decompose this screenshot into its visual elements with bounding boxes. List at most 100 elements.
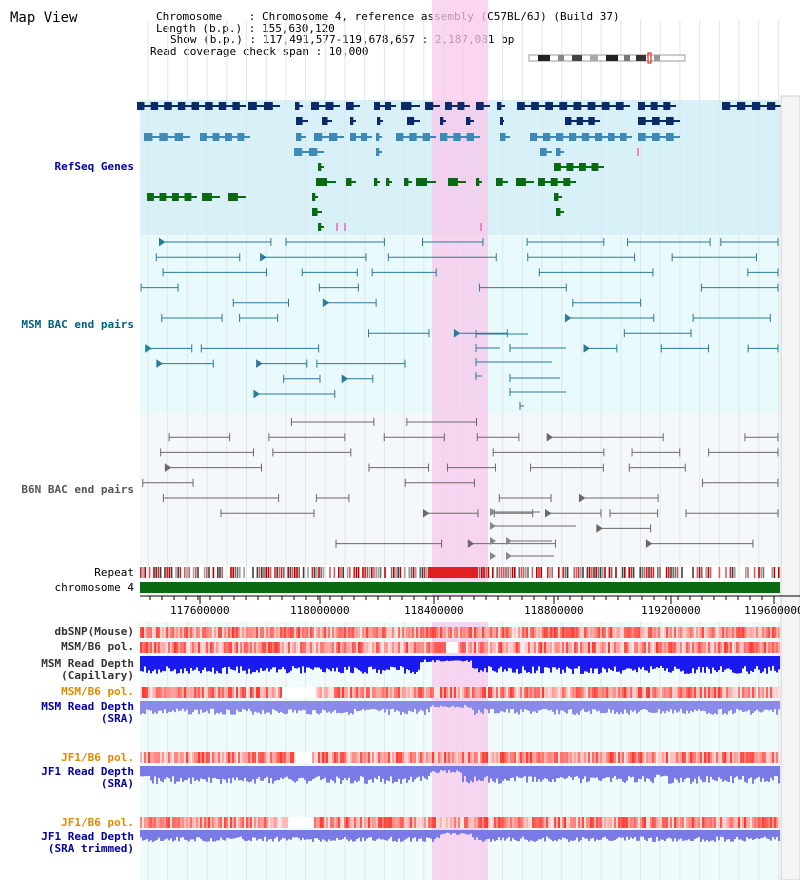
jf1-depth-sra-bar — [574, 766, 576, 777]
gene-exon — [385, 102, 392, 110]
jf1-depth-sra-bar — [652, 766, 654, 784]
msm-depth-sra-bar — [326, 701, 328, 713]
jf1-depth-sra-bar — [278, 766, 280, 780]
jf1-depth-trimmed-bar — [742, 830, 744, 841]
jf1-depth-trimmed-bar — [232, 830, 234, 839]
jf1-b6-pol-trim-density — [458, 817, 460, 828]
jf1-depth-sra-bar — [620, 766, 622, 779]
msm-depth-capillary-bar — [162, 656, 164, 671]
jf1-depth-trimmed-bar — [430, 830, 432, 839]
jf1-depth-trimmed-bar — [704, 830, 706, 842]
jf1-depth-sra-bar — [506, 766, 508, 781]
region-info: Chromosome : Chromosome 4, reference ass… — [150, 11, 620, 57]
jf1-depth-sra-bar — [442, 766, 444, 771]
repeat-element — [283, 567, 285, 578]
jf1-b6-pol-density — [322, 752, 324, 763]
jf1-b6-pol-density — [334, 752, 336, 763]
jf1-b6-pol-trim-density — [344, 817, 346, 828]
jf1-b6-pol-density — [628, 752, 630, 763]
msm-depth-sra-bar — [654, 701, 656, 713]
dbsnp-density — [736, 627, 738, 638]
gene-exon — [177, 102, 186, 110]
jf1-b6-pol-trim-density — [270, 817, 272, 828]
msm-depth-sra-bar — [324, 701, 326, 711]
jf1-b6-pol-density — [178, 752, 180, 763]
jf1-depth-sra-bar — [432, 766, 434, 772]
msm-b6-pol-sra-density — [166, 687, 168, 698]
msm-b6-pol-sra-density — [492, 687, 494, 698]
msm-b6-pol-sra-density — [476, 687, 478, 698]
jf1-depth-trimmed-bar — [148, 830, 150, 842]
dbsnp-density — [352, 627, 354, 638]
jf1-b6-pol-trim-density — [640, 817, 642, 828]
jf1-b6-pol-trim-density — [158, 817, 160, 828]
msm-b6-pol-sra-density — [200, 687, 202, 698]
msm-b6-pol-density — [614, 642, 616, 653]
jf1-b6-pol-trim-density — [250, 817, 252, 828]
jf1-b6-pol-density — [558, 752, 560, 763]
jf1-b6-pol-trim-density — [228, 817, 230, 828]
jf1-b6-pol-density — [324, 752, 326, 763]
msm-depth-capillary-bar — [140, 656, 142, 672]
msm-b6-pol-sra-density — [468, 687, 470, 698]
msm-depth-capillary-label: MSM Read Depth (Capillary) — [41, 657, 134, 682]
jf1-b6-pol-density — [344, 752, 346, 763]
dbsnp-density — [244, 627, 246, 638]
jf1-b6-pol-trim-density — [730, 817, 732, 828]
jf1-b6-pol-trim-density — [492, 817, 494, 828]
dbsnp-density — [232, 627, 234, 638]
msm-depth-sra-bar — [630, 701, 632, 711]
dbsnp-density — [692, 627, 694, 638]
jf1-b6-pol-density — [778, 752, 780, 763]
msm-b6-pol-sra-density — [242, 687, 244, 698]
jf1-depth-sra-bar — [514, 766, 516, 782]
msm-b6-pol-density — [648, 642, 650, 653]
jf1-b6-pol-trim-density — [724, 817, 726, 828]
jf1-b6-pol-density — [722, 752, 724, 763]
msm-b6-pol-sra-density — [514, 687, 516, 698]
jf1-b6-pol-density — [350, 752, 352, 763]
msm-depth-sra-bar — [194, 701, 196, 710]
jf1-depth-trimmed-bar — [412, 830, 414, 839]
jf1-b6-pol-density — [716, 752, 718, 763]
msm-depth-sra-bar — [368, 701, 370, 710]
jf1-b6-pol-density — [318, 752, 320, 763]
jf1-b6-pol-density — [460, 752, 462, 763]
msm-b6-pol-sra-density — [626, 687, 628, 698]
jf1-depth-sra-bar — [498, 766, 500, 784]
jf1-b6-pol-trim-density — [514, 817, 516, 828]
jf1-b6-pol-trim-density — [512, 817, 514, 828]
jf1-depth-sra-bar — [368, 766, 370, 780]
gene-exon — [137, 102, 145, 110]
chromosome-ideogram[interactable] — [528, 52, 686, 64]
msm-depth-capillary-bar — [686, 656, 688, 674]
msm-b6-pol-density — [170, 642, 172, 653]
msm-b6-pol-density — [616, 642, 618, 653]
dbsnp-density — [324, 627, 326, 638]
msm-b6-pol-sra-density — [704, 687, 706, 698]
msm-b6-pol-density — [662, 642, 664, 653]
msm-b6-pol-sra-density — [244, 687, 246, 698]
msm-b6-pol-sra-density — [350, 687, 352, 698]
dbsnp-density — [734, 627, 736, 638]
jf1-b6-pol-density — [146, 752, 148, 763]
jf1-b6-pol-trim-density — [582, 817, 584, 828]
msm-depth-capillary-bar — [382, 656, 384, 671]
msm-b6-pol-density — [304, 642, 306, 653]
jf1-depth-sra-bar — [712, 766, 714, 780]
msm-b6-pol-sra-density — [620, 687, 622, 698]
msm-depth-capillary-bar — [556, 656, 558, 670]
msm-depth-sra-bar — [546, 701, 548, 710]
repeat-element — [492, 567, 494, 578]
dbsnp-density — [220, 627, 222, 638]
jf1-b6-pol-density — [468, 752, 470, 763]
msm-depth-sra-bar — [588, 701, 590, 711]
msm-depth-sra-bar — [392, 701, 394, 709]
jf1-b6-pol-density — [442, 752, 444, 763]
repeat-element — [318, 567, 320, 578]
repeat-element — [340, 567, 342, 578]
jf1-depth-trimmed-bar — [158, 830, 160, 838]
msm-b6-pol-sra-density — [580, 687, 582, 698]
msm-depth-capillary-bar — [678, 656, 680, 669]
